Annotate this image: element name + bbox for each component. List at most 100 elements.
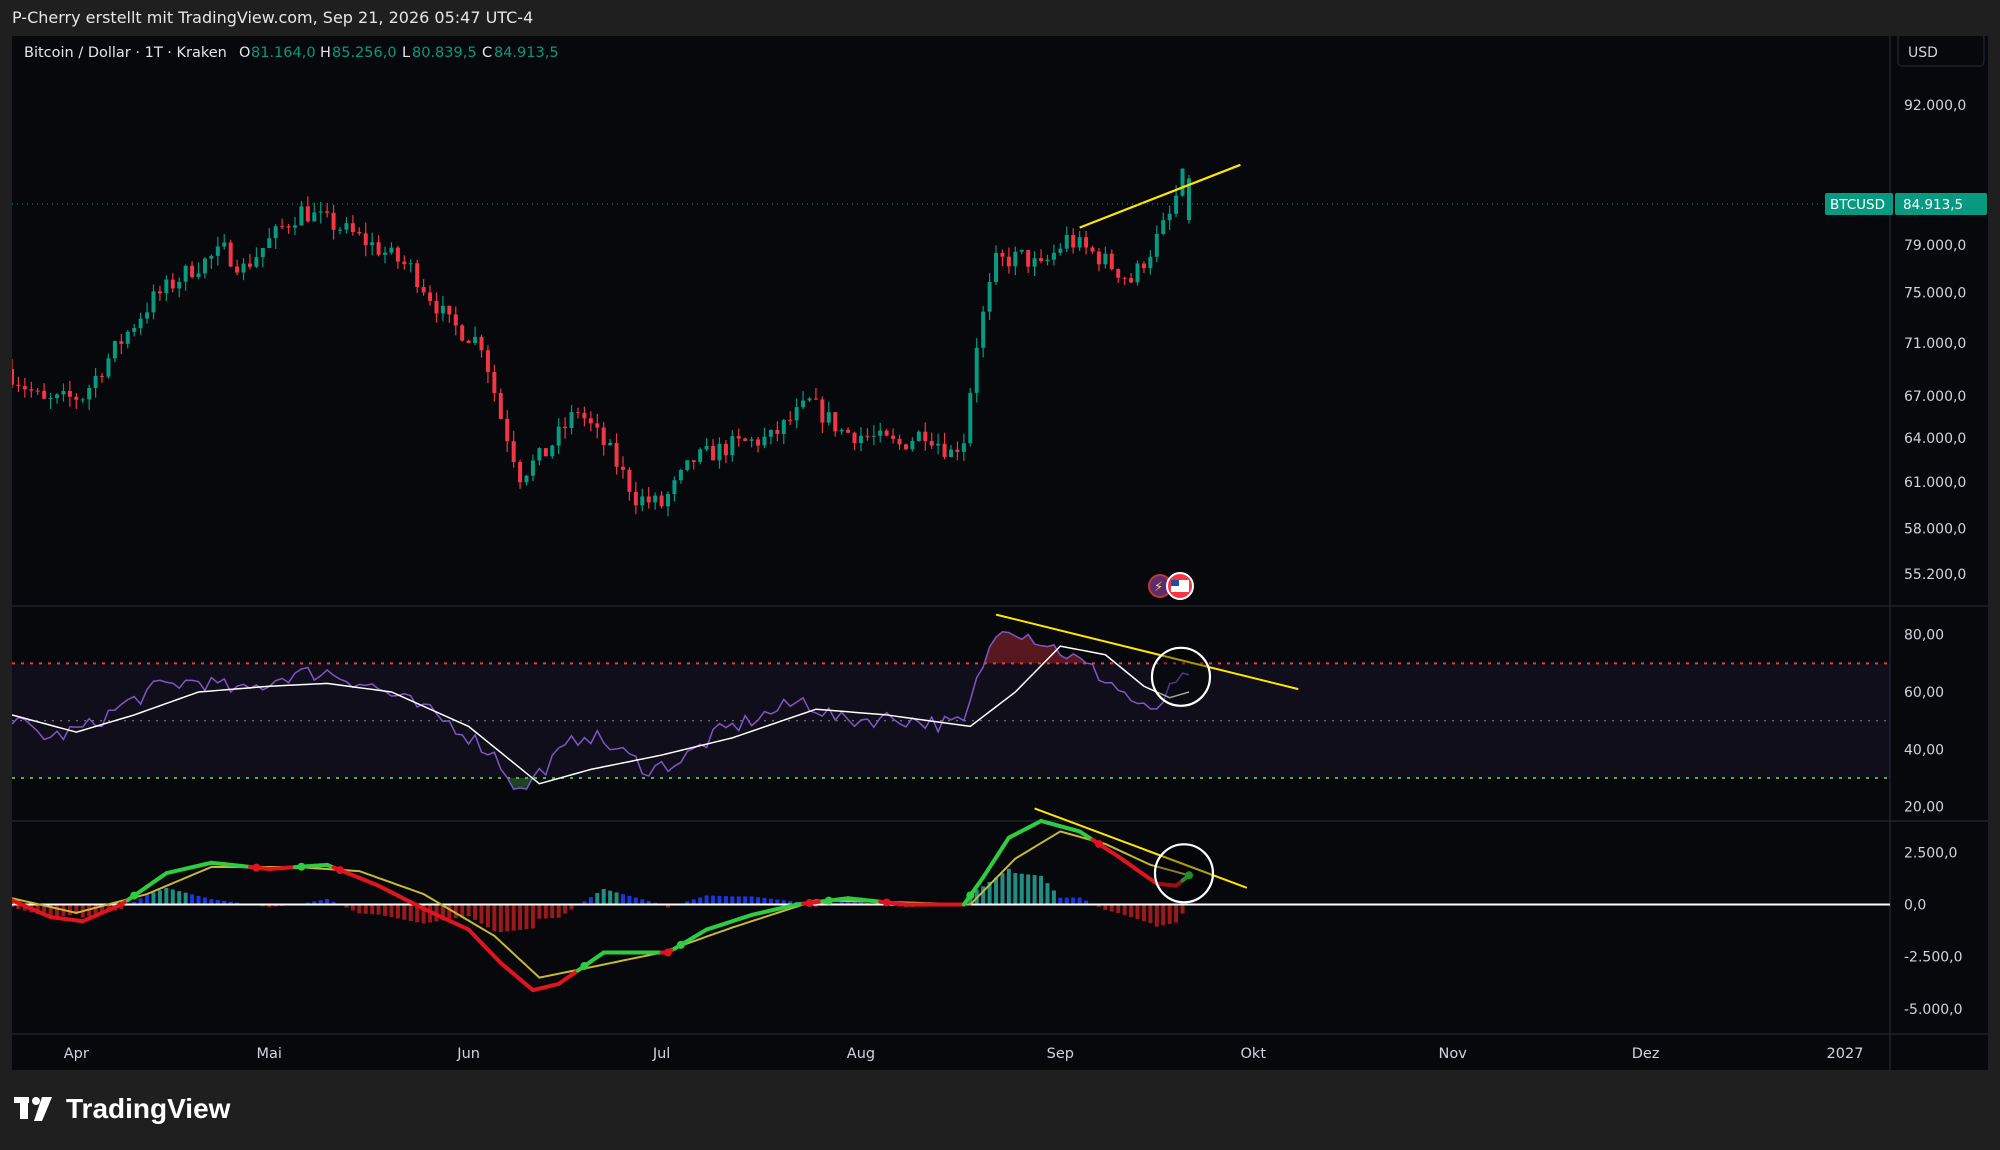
macd-histogram-bar (627, 895, 632, 905)
price-trendline (1079, 163, 1241, 229)
candle-body (389, 247, 394, 253)
candle-body (897, 438, 902, 445)
candle-body (209, 255, 214, 259)
macd-histogram-bar (202, 897, 207, 905)
macd-histogram-bar (183, 892, 188, 905)
candle-body (633, 491, 638, 506)
macd-histogram-bar (775, 899, 780, 905)
candle-body (659, 495, 664, 507)
macd-cross-dot (1094, 839, 1103, 848)
candle-body (614, 442, 619, 467)
macd-histogram-bar (1180, 904, 1185, 914)
legend-close-label: C (482, 45, 492, 61)
macd-histogram-bar (717, 895, 722, 905)
macd-histogram-bar (421, 904, 426, 924)
candle-body (974, 347, 979, 393)
macd-histogram-bar (376, 904, 381, 915)
macd-histogram-bar (730, 896, 735, 905)
candle-body (942, 443, 947, 458)
macd-histogram-bar (383, 904, 388, 916)
chart-canvas[interactable]: Bitcoin / Dollar · 1T · Kraken O 81.164,… (10, 33, 1988, 1070)
candle-body (994, 253, 999, 283)
candle-body (1026, 249, 1031, 267)
legend-high-value: 85.256,0 (332, 45, 397, 61)
macd-cross-dot (805, 898, 814, 907)
candle-body (428, 292, 433, 301)
chart-panel[interactable]: Bitcoin / Dollar · 1T · Kraken O 81.164,… (10, 33, 1988, 1070)
candle-body (801, 400, 806, 408)
price-tick-label: 79.000,0 (1904, 238, 1966, 254)
candle-body (865, 435, 870, 437)
candle-body (408, 263, 413, 265)
candle-body (916, 431, 921, 442)
candle-body (125, 331, 130, 344)
macd-histogram-bar (788, 901, 793, 905)
candle-body (106, 358, 111, 377)
macd-histogram-bar (447, 904, 452, 920)
candle-body (318, 211, 323, 213)
price-tag-symbol: BTCUSD (1830, 197, 1885, 213)
rsi-tick-label: 20,00 (1904, 800, 1944, 816)
macd-histogram-bar (1032, 875, 1037, 905)
candle-body (1000, 253, 1005, 257)
candle-body (511, 441, 516, 463)
candle-body (190, 265, 195, 277)
candle-body (492, 372, 497, 394)
macd-histogram-bar (498, 904, 503, 933)
tradingview-footer[interactable]: TradingView (14, 1093, 230, 1125)
macd-cross-dot (664, 948, 673, 957)
macd-histogram-bar (582, 901, 587, 905)
candle-body (1019, 249, 1024, 252)
candle-body (415, 263, 420, 287)
event-markers[interactable]: ⚡ (1148, 572, 1194, 600)
candle-body (717, 443, 722, 461)
macd-histogram-bar (55, 904, 60, 917)
candle-body (1103, 253, 1108, 265)
candle-body (228, 242, 233, 267)
macd-histogram-bar (762, 897, 767, 905)
candle-body (260, 247, 265, 258)
macd-histogram-bar (1013, 873, 1018, 905)
price-tick-label: 55.200,0 (1904, 567, 1966, 583)
candle-body (582, 412, 587, 419)
tradingview-logo-icon (14, 1097, 52, 1121)
macd-histogram-bar (749, 896, 754, 905)
macd-histogram-bar (16, 904, 21, 909)
candle-body (286, 226, 291, 228)
macd-histogram-bar (1064, 897, 1069, 905)
candle-body (402, 261, 407, 264)
candle-body (884, 430, 889, 436)
candle-body (961, 443, 966, 452)
macd-histogram-bar (363, 904, 368, 914)
macd-histogram-bar (1174, 904, 1179, 923)
candle-body (299, 206, 304, 226)
candle-body (601, 427, 606, 446)
candle-body (202, 258, 207, 274)
candle-body (910, 441, 915, 450)
macd-histogram-bar (698, 897, 703, 905)
candle-body (1084, 237, 1089, 248)
candle-body (955, 449, 960, 452)
macd-histogram-bar (100, 904, 105, 914)
macd-histogram-bar (74, 904, 79, 915)
macd-histogram-bar (119, 904, 124, 910)
legend-open-value: 81.164,0 (251, 45, 316, 61)
macd-histogram-bar (42, 904, 47, 916)
macd-cross-dot (824, 896, 833, 905)
macd-histogram-bar (1058, 897, 1063, 905)
macd-tick-label: -2.500,0 (1904, 950, 1963, 966)
candle-body (839, 429, 844, 432)
candle-body (981, 311, 986, 348)
candle-body (646, 496, 651, 503)
macd-histogram-bar (1084, 900, 1089, 905)
candle-body (1077, 237, 1082, 248)
macd-histogram-bar (691, 899, 696, 905)
candle-body (672, 480, 677, 494)
candle-body (164, 279, 169, 294)
candle-body (968, 392, 973, 444)
candle-body (846, 429, 851, 433)
macd-histogram-bar (196, 895, 201, 905)
candle-body (768, 429, 773, 437)
macd-histogram-bar (1167, 904, 1172, 924)
macd-histogram-bar (312, 901, 317, 905)
